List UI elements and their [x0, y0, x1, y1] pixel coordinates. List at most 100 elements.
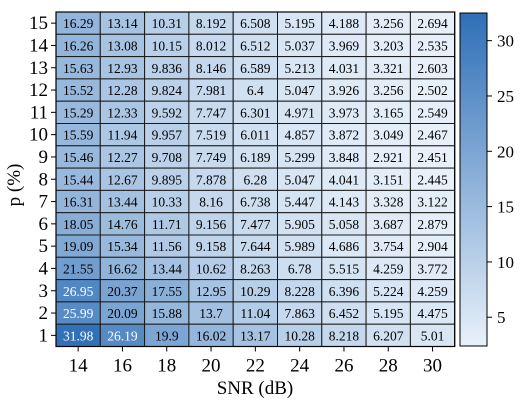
cell-value-label: 9.824 [152, 83, 183, 98]
y-tick-label: 7 [39, 192, 49, 213]
cell-value-label: 13.7 [199, 306, 223, 321]
x-tick-label: 26 [334, 356, 353, 377]
y-tick-label: 12 [29, 80, 48, 101]
y-tick-label: 13 [29, 58, 48, 79]
cell-value-label: 8.218 [329, 328, 360, 343]
cell-value-label: 4.041 [329, 172, 359, 187]
x-tick-label: 18 [157, 356, 176, 377]
cell-value-label: 11.71 [152, 217, 182, 232]
cell-value-label: 13.08 [107, 38, 138, 53]
y-tick-label: 15 [29, 13, 48, 34]
cell-value-label: 9.158 [196, 239, 227, 254]
cell-value-label: 15.29 [63, 105, 94, 120]
cell-value-label: 12.27 [107, 150, 138, 165]
cell-value-label: 7.644 [240, 239, 271, 254]
colorbar-gradient [459, 12, 488, 347]
cell-value-label: 7.747 [196, 105, 227, 120]
cell-value-label: 16.02 [196, 328, 226, 343]
cell-value-label: 25.99 [63, 306, 94, 321]
x-axis-label: SNR (dB) [217, 378, 294, 399]
cell-value-label: 2.549 [417, 105, 448, 120]
cell-value-label: 18.05 [63, 217, 94, 232]
cell-value-label: 4.143 [329, 195, 360, 210]
cell-value-label: 3.848 [329, 150, 360, 165]
cell-value-label: 15.59 [63, 128, 94, 143]
cell-value-label: 6.512 [240, 38, 270, 53]
cell-value-label: 2.451 [417, 150, 447, 165]
cell-value-label: 3.687 [373, 217, 404, 232]
cell-value-label: 14.76 [107, 217, 138, 232]
cell-value-label: 15.63 [63, 61, 94, 76]
colorbar-tick-label: 15 [497, 198, 514, 217]
cell-value-label: 17.55 [152, 284, 183, 299]
y-tick-label: 2 [39, 303, 49, 324]
cell-value-label: 2.603 [417, 61, 448, 76]
cell-value-label: 9.836 [152, 61, 183, 76]
cell-value-label: 5.515 [329, 261, 360, 276]
x-tick-label: 16 [113, 356, 132, 377]
cell-value-label: 15.88 [152, 306, 183, 321]
cell-value-label: 15.34 [107, 239, 138, 254]
cell-value-label: 3.203 [373, 38, 404, 53]
cell-value-label: 8.16 [199, 195, 223, 210]
cell-value-label: 20.37 [107, 284, 138, 299]
cell-value-label: 4.031 [329, 61, 359, 76]
cell-value-label: 3.122 [417, 195, 447, 210]
cell-value-label: 6.508 [240, 16, 271, 31]
cell-value-label: 31.98 [63, 328, 94, 343]
y-tick-label: 11 [30, 102, 48, 123]
cell-value-label: 8.263 [240, 261, 271, 276]
cell-value-label: 3.151 [373, 172, 403, 187]
cell-value-label: 2.467 [417, 128, 448, 143]
cell-value-label: 2.904 [417, 239, 448, 254]
colorbar-tick-label: 10 [497, 253, 514, 272]
x-tick-label: 20 [202, 356, 221, 377]
cell-value-label: 6.189 [240, 150, 271, 165]
cell-value-label: 6.4 [247, 83, 264, 98]
cell-value-label: 4.188 [329, 16, 360, 31]
y-tick-label: 1 [39, 325, 49, 346]
cell-value-label: 7.878 [196, 172, 227, 187]
cell-value-label: 3.049 [373, 128, 404, 143]
cell-value-label: 13.44 [107, 195, 138, 210]
y-tick-label: 4 [39, 258, 49, 279]
cell-value-label: 9.957 [152, 128, 183, 143]
cell-value-label: 11.94 [108, 128, 138, 143]
cell-value-label: 4.686 [329, 239, 360, 254]
cell-value-label: 7.477 [240, 217, 271, 232]
cell-value-label: 10.29 [240, 284, 271, 299]
cell-value-label: 3.165 [373, 105, 404, 120]
cell-value-label: 5.989 [284, 239, 315, 254]
cell-value-label: 3.872 [329, 128, 359, 143]
cell-value-label: 4.857 [284, 128, 315, 143]
cell-value-label: 3.969 [329, 38, 360, 53]
cell-value-label: 9.708 [152, 150, 183, 165]
cell-value-label: 16.26 [63, 38, 94, 53]
cell-value-label: 2.445 [417, 172, 448, 187]
cell-value-label: 6.589 [240, 61, 271, 76]
cell-value-label: 3.973 [329, 105, 360, 120]
cell-value-label: 20.09 [107, 306, 138, 321]
cell-value-label: 5.195 [284, 16, 315, 31]
cell-value-label: 26.95 [63, 284, 94, 299]
cell-value-label: 19.9 [155, 328, 179, 343]
cell-value-label: 7.749 [196, 150, 227, 165]
cell-value-label: 9.592 [152, 105, 182, 120]
cell-value-label: 12.93 [107, 61, 138, 76]
y-tick-label: 9 [39, 147, 49, 168]
cell-value-label: 7.863 [284, 306, 315, 321]
y-tick-label: 6 [39, 214, 49, 235]
cell-value-label: 3.754 [373, 239, 404, 254]
cell-value-label: 6.207 [373, 328, 404, 343]
colorbar-tick-label: 5 [497, 308, 506, 327]
cell-value-label: 2.694 [417, 16, 448, 31]
cell-value-label: 16.62 [107, 261, 137, 276]
cell-value-label: 11.56 [152, 239, 182, 254]
cell-value-label: 2.502 [417, 83, 447, 98]
cell-value-label: 12.33 [107, 105, 138, 120]
cell-value-label: 5.299 [284, 150, 315, 165]
cell-value-label: 3.321 [373, 61, 403, 76]
cell-value-label: 5.213 [284, 61, 315, 76]
cell-value-label: 26.19 [107, 328, 138, 343]
